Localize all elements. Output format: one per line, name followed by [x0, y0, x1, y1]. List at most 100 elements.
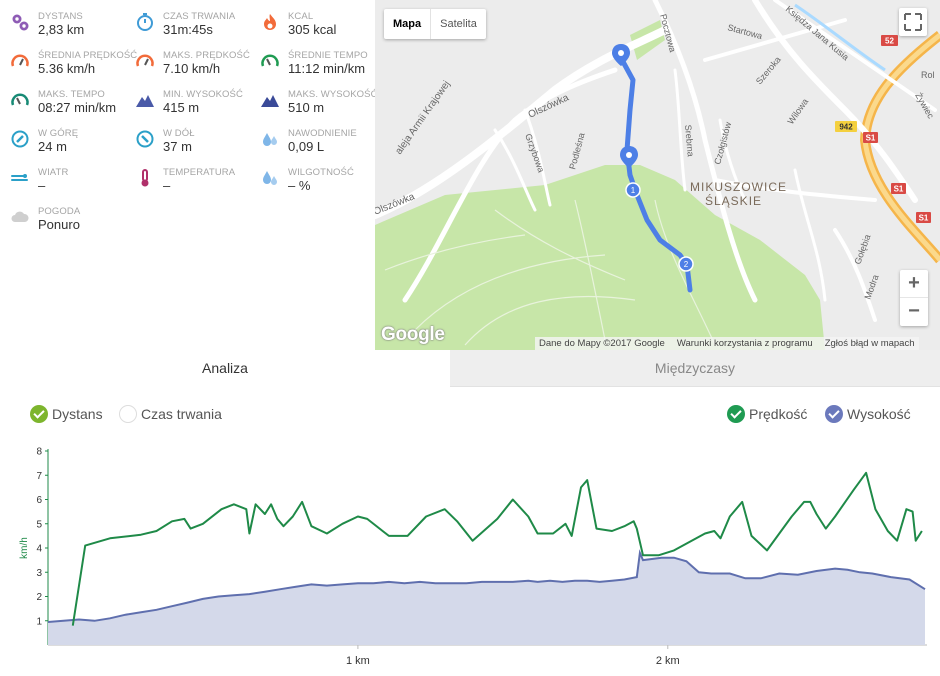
- terms-link[interactable]: Warunki korzystania z programu: [676, 338, 813, 349]
- stat-value: 08:27 min/km: [38, 100, 117, 115]
- report-error-link[interactable]: Zgłoś błąd w mapach: [824, 338, 915, 349]
- stat-max_pace: MAKS. TEMPO 08:27 min/km: [0, 78, 125, 115]
- toggle-speed[interactable]: Prędkość: [727, 405, 807, 423]
- stat-min_elev: MIN. WYSOKOŚĆ 415 m: [125, 78, 250, 115]
- district-label-2: ŚLĄSKIE: [705, 193, 762, 208]
- toggle-distance[interactable]: Dystans: [30, 405, 103, 423]
- speedometer-icon: [10, 51, 30, 71]
- y-tick-label: 6: [36, 495, 42, 506]
- y-tick-label: 7: [36, 471, 42, 482]
- speed-elevation-chart[interactable]: 1 2 3 4 5 6 7 8 km/h 1 km 2 km: [0, 439, 940, 676]
- road-badges: 52 942 S1 S1 S1: [835, 35, 931, 223]
- stat-label: WILGOTNOŚĆ: [288, 167, 354, 178]
- map-canvas[interactable]: 1 2 MIKUSZOWICE ŚLĄSKIE Olszówka Olszówk…: [375, 0, 940, 350]
- map-type-control: Mapa Satelita: [384, 9, 486, 39]
- speedometer-icon: [135, 51, 155, 71]
- start-marker[interactable]: [612, 44, 630, 66]
- stat-temperature: TEMPERATURA –: [125, 156, 250, 193]
- toggle-distance-label: Dystans: [52, 406, 103, 422]
- wind-icon: [10, 168, 30, 188]
- analysis-tabs: Analiza Międzyczasy: [0, 350, 940, 387]
- stat-label: CZAS TRWANIA: [163, 11, 236, 22]
- tab-analysis[interactable]: Analiza: [0, 350, 450, 387]
- stat-weather: POGODA Ponuro: [0, 195, 125, 232]
- map-type-satellite-button[interactable]: Satelita: [440, 18, 477, 30]
- compass-up-icon: [10, 129, 30, 149]
- finish-marker[interactable]: [620, 146, 638, 168]
- toggle-duration-label: Czas trwania: [141, 406, 222, 422]
- stat-label: ŚREDNIE TEMPO: [288, 50, 368, 61]
- svg-text:2: 2: [684, 260, 689, 269]
- toggle-elevation-label: Wysokość: [847, 406, 911, 422]
- stat-max_speed: MAKS. PRĘDKOŚĆ 7.10 km/h: [125, 39, 250, 76]
- zoom-in-button[interactable]: +: [900, 270, 928, 298]
- map-data-credit: Dane do Mapy ©2017 Google: [539, 338, 665, 349]
- zoom-control: + −: [900, 270, 928, 326]
- stat-label: ŚREDNIA PRĘDKOŚĆ: [38, 50, 138, 61]
- km-marker-1[interactable]: 1: [625, 182, 641, 198]
- stopwatch-icon: [135, 12, 155, 32]
- stat-duration: CZAS TRWANIA 31m:45s: [125, 0, 250, 37]
- stat-label: MIN. WYSOKOŚĆ: [163, 89, 243, 100]
- svg-text:S1: S1: [919, 214, 929, 223]
- y-tick-label: 5: [36, 519, 42, 530]
- stat-label: POGODA: [38, 206, 81, 217]
- stat-value: 31m:45s: [163, 22, 213, 37]
- street-label: Żywiec: [913, 91, 936, 121]
- checked-icon: [825, 405, 843, 423]
- checked-icon: [727, 405, 745, 423]
- tab-splits[interactable]: Międzyczasy: [450, 350, 940, 387]
- y-tick-label: 1: [36, 616, 42, 627]
- mountain-icon: [260, 90, 280, 110]
- stat-label: MAKS. PRĘDKOŚĆ: [163, 50, 250, 61]
- km-marker-2[interactable]: 2: [678, 256, 694, 272]
- compass-down-icon: [135, 129, 155, 149]
- stat-value: 0,09 L: [288, 139, 325, 154]
- stat-label: DYSTANS: [38, 11, 83, 22]
- road-network: [375, 0, 937, 322]
- fullscreen-button[interactable]: [899, 8, 927, 36]
- stat-value: – %: [288, 178, 311, 193]
- stat-label: MAKS. WYSOKOŚĆ: [288, 89, 378, 100]
- stat-value: 5.36 km/h: [38, 61, 96, 76]
- stat-value: 7.10 km/h: [163, 61, 221, 76]
- stat-value: –: [163, 178, 171, 193]
- street-label: Rol: [921, 70, 935, 80]
- stat-label: W GÓRĘ: [38, 128, 79, 139]
- svg-text:52: 52: [885, 37, 894, 46]
- y-axis-label: km/h: [19, 537, 30, 559]
- toggle-duration[interactable]: Czas trwania: [119, 405, 222, 423]
- pin-route-icon: [10, 12, 30, 32]
- svg-text:S1: S1: [894, 185, 904, 194]
- stat-value: Ponuro: [38, 217, 80, 232]
- stat-value: 24 m: [38, 139, 67, 154]
- street-label: Szeroka: [754, 55, 783, 87]
- elevation-line: [47, 549, 926, 623]
- stat-hydration: NAWODNIENIE 0,09 L: [250, 117, 375, 154]
- stat-value: 510 m: [288, 100, 325, 115]
- street-label: Grzybowa: [523, 132, 546, 173]
- stat-humidity: WILGOTNOŚĆ – %: [250, 156, 375, 193]
- stat-label: NAWODNIENIE: [288, 128, 357, 139]
- street-label: Srebrna: [683, 124, 696, 157]
- toggle-elevation[interactable]: Wysokość: [825, 405, 911, 423]
- map-type-map-button[interactable]: Mapa: [384, 9, 432, 39]
- street-label: Wilowa: [785, 97, 810, 127]
- zoom-out-button[interactable]: −: [908, 300, 920, 322]
- stat-wind: WIATR –: [0, 156, 125, 193]
- flame-icon: [260, 12, 280, 32]
- stat-distance: DYSTANS 2,83 km: [0, 0, 125, 37]
- forest-area: [375, 165, 825, 350]
- unchecked-icon: [119, 405, 137, 423]
- river: [794, 3, 886, 72]
- stats-panel: DYSTANS 2,83 km CZAS TRWANIA 31m:45s KCAL 305…: [0, 0, 378, 350]
- checked-icon: [30, 405, 48, 423]
- svg-text:942: 942: [839, 123, 853, 132]
- x-tick-label: 2 km: [656, 655, 680, 667]
- route-map[interactable]: 1 2 MIKUSZOWICE ŚLĄSKIE Olszówka Olszówk…: [375, 0, 940, 350]
- svg-text:1: 1: [631, 186, 636, 195]
- street-label: aleja Armii Krajowej: [393, 79, 452, 157]
- y-tick-label: 8: [36, 447, 42, 458]
- forest-trails: [384, 199, 716, 346]
